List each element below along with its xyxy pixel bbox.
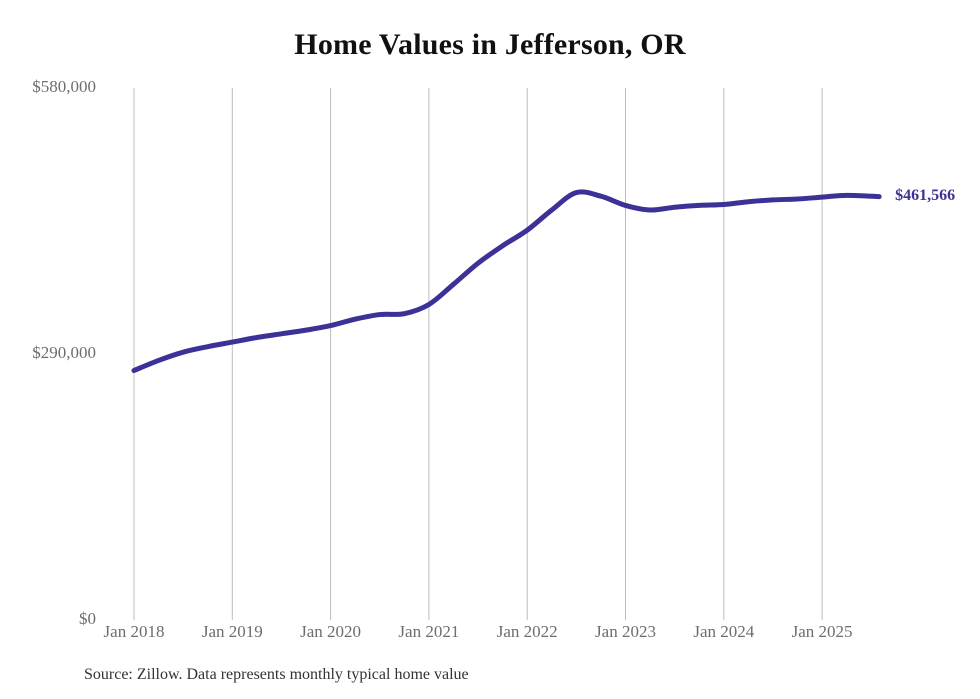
x-tick-label: Jan 2021 [398, 622, 460, 641]
x-tick-label: Jan 2018 [103, 622, 165, 641]
x-tick-label: Jan 2020 [300, 622, 362, 641]
chart-title: Home Values in Jefferson, OR [294, 28, 686, 61]
x-tick-label: Jan 2025 [791, 622, 853, 641]
x-tick-label: Jan 2019 [201, 622, 263, 641]
home-value-line [131, 189, 882, 374]
x-tick-label: Jan 2023 [595, 622, 656, 641]
y-tick-label: $580,000 [32, 77, 96, 96]
source-note: Source: Zillow. Data represents monthly … [84, 666, 469, 683]
y-tick-label: $0 [79, 609, 96, 628]
end-value-label: $461,566 [895, 186, 956, 204]
x-tick-label: Jan 2022 [496, 622, 558, 641]
x-gridlines [133, 88, 823, 620]
y-tick-label: $290,000 [32, 343, 96, 362]
x-tick-label: Jan 2024 [693, 622, 755, 641]
